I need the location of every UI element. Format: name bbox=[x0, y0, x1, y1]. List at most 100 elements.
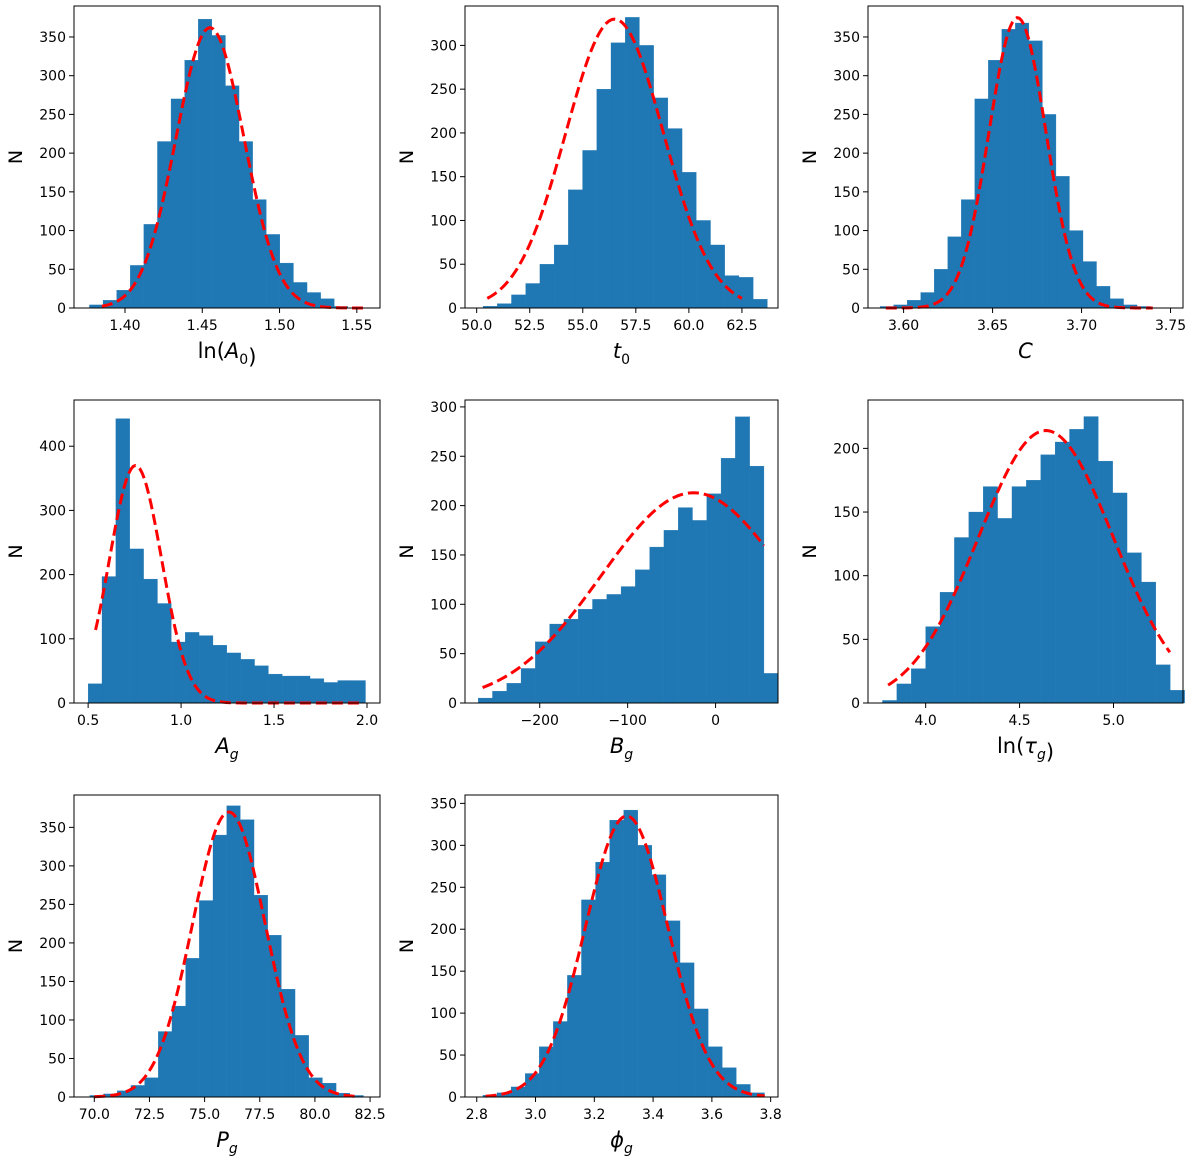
histogram-bar bbox=[185, 958, 200, 1098]
histogram-bar bbox=[337, 680, 352, 704]
y-tick-label: 150 bbox=[430, 170, 457, 186]
histogram-bar bbox=[567, 975, 582, 1098]
histogram-bar bbox=[649, 546, 665, 704]
y-tick-label: 100 bbox=[430, 1006, 457, 1022]
x-axis-label: Ag bbox=[213, 734, 238, 763]
x-tick-label: 77.5 bbox=[244, 1107, 275, 1123]
histogram-bar bbox=[1126, 552, 1142, 704]
histogram-bar bbox=[1011, 486, 1027, 704]
y-tick-label: 200 bbox=[430, 922, 457, 938]
x-tick-label: 3.75 bbox=[1155, 318, 1186, 334]
histogram-bar bbox=[525, 283, 541, 309]
y-tick-label: 250 bbox=[39, 107, 66, 123]
y-tick-label: 0 bbox=[448, 696, 457, 712]
histogram-bar bbox=[568, 189, 583, 309]
histogram-bar bbox=[212, 645, 227, 704]
x-tick-label: 52.5 bbox=[514, 318, 545, 334]
x-tick-label: 4.5 bbox=[1008, 713, 1030, 729]
histogram-bar bbox=[706, 493, 722, 704]
histogram-bar bbox=[665, 920, 681, 1098]
y-axis-label: N bbox=[396, 939, 418, 953]
histogram-bar bbox=[582, 150, 597, 309]
y-tick-label: 250 bbox=[430, 449, 457, 465]
y-tick-label: 300 bbox=[430, 38, 457, 54]
histogram-panel: 0.5 1.0 1.5 2.0 0 100 200 300 400 N Ag bbox=[5, 399, 381, 763]
histogram-bar bbox=[158, 1031, 173, 1098]
y-tick-label: 150 bbox=[430, 964, 457, 980]
histogram-bar bbox=[1026, 480, 1041, 704]
axes-frame bbox=[867, 399, 1184, 704]
histogram-bars bbox=[482, 17, 768, 309]
y-tick-label: 300 bbox=[39, 69, 66, 85]
y-tick-label: 50 bbox=[842, 632, 860, 648]
y-tick-label: 350 bbox=[430, 796, 457, 812]
x-tick-label: 57.5 bbox=[620, 318, 651, 334]
axes-frame bbox=[464, 794, 779, 1098]
histogram-bars bbox=[89, 805, 364, 1098]
y-tick-label: 150 bbox=[39, 974, 66, 990]
x-tick-label: 50.0 bbox=[461, 318, 492, 334]
y-tick-label: 250 bbox=[430, 880, 457, 896]
x-axis-label: ln(τg) bbox=[997, 734, 1054, 764]
x-axis-label: t0 bbox=[613, 339, 630, 368]
histogram-bar bbox=[1112, 492, 1128, 704]
histogram-bars bbox=[89, 19, 349, 309]
axes-frame bbox=[73, 399, 381, 704]
histogram-panel: 2.8 3.0 3.2 3.4 3.6 3.8 0 50 100 150 200 250 300 350 N… bbox=[396, 794, 782, 1157]
histogram-bar bbox=[609, 820, 624, 1098]
histogram-bar bbox=[506, 683, 522, 704]
y-tick-label: 200 bbox=[39, 936, 66, 952]
y-tick-label: 0 bbox=[57, 301, 66, 317]
x-tick-label: 1.50 bbox=[264, 318, 295, 334]
x-tick-label: 70.0 bbox=[79, 1107, 110, 1123]
y-axis-label: N bbox=[5, 544, 27, 558]
x-tick-label: −200 bbox=[521, 713, 559, 729]
y-tick-label: 100 bbox=[833, 569, 860, 585]
histogram-bar bbox=[226, 652, 241, 704]
histogram-bar bbox=[896, 683, 912, 704]
y-axis-label: N bbox=[799, 150, 821, 164]
histogram-bar bbox=[511, 294, 526, 309]
fit-curve bbox=[885, 16, 1153, 310]
histogram-bar bbox=[212, 834, 227, 1098]
y-tick-label: 100 bbox=[39, 224, 66, 240]
x-tick-label: 3.60 bbox=[888, 318, 919, 334]
x-tick-label: 62.5 bbox=[726, 318, 757, 334]
y-axis-label: N bbox=[5, 939, 27, 953]
x-tick-label: 1.0 bbox=[170, 713, 192, 729]
histogram-bar bbox=[143, 224, 158, 309]
y-tick-label: 150 bbox=[833, 185, 860, 201]
histogram-bar bbox=[185, 632, 200, 704]
x-axis-label: ϕg bbox=[610, 1128, 633, 1157]
histogram-bar bbox=[351, 680, 366, 704]
histogram-bar bbox=[1082, 261, 1097, 309]
histogram-panel: 4.0 4.5 5.0 0 50 100 150 200 Nln(τg) bbox=[799, 399, 1185, 764]
y-tick-label: 200 bbox=[39, 568, 66, 584]
histogram-bar bbox=[749, 465, 765, 704]
axes-frame bbox=[73, 794, 381, 1098]
x-axis-label: Bg bbox=[610, 734, 633, 763]
histogram-bar bbox=[282, 675, 297, 704]
histogram-bar bbox=[252, 199, 267, 309]
x-tick-label: 5.0 bbox=[1102, 713, 1124, 729]
x-tick-label: 3.70 bbox=[1066, 318, 1097, 334]
histogram-bar bbox=[1040, 454, 1056, 704]
y-tick-label: 300 bbox=[430, 838, 457, 854]
histogram-bar bbox=[738, 277, 754, 309]
x-tick-label: 55.0 bbox=[567, 318, 598, 334]
histogram-panel: 3.60 3.65 3.70 3.75 0 50 100 150 200 250 300 350 N C bbox=[799, 5, 1186, 363]
histogram-bar bbox=[240, 659, 255, 704]
y-tick-label: 0 bbox=[448, 1090, 457, 1106]
histogram-bar bbox=[1083, 416, 1099, 704]
histogram-bar bbox=[253, 895, 268, 1098]
histogram-bar bbox=[296, 675, 311, 704]
axes-frame bbox=[464, 5, 779, 309]
histogram-bar bbox=[692, 520, 707, 704]
histogram-bar bbox=[663, 530, 679, 704]
histogram-bar bbox=[497, 303, 512, 309]
histogram-panel: 70.0 72.5 75.0 77.5 80.0 82.5 0 50 100 150 200 250 3… bbox=[5, 794, 386, 1157]
histogram-bar bbox=[281, 988, 296, 1098]
histogram-panel: 1.40 1.45 1.50 1.55 0 50 100 150 200 250 300 350 Nln… bbox=[5, 5, 381, 369]
y-tick-label: 300 bbox=[39, 859, 66, 875]
histogram-bar bbox=[1069, 429, 1085, 704]
